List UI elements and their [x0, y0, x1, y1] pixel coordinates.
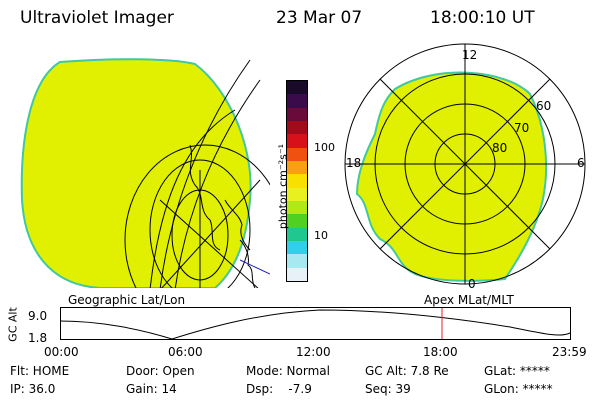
colorbar-segment	[287, 94, 307, 108]
glon-info: GLon: *****	[484, 382, 553, 396]
ip-info: IP: 36.0	[10, 382, 56, 396]
date-label: 23 Mar 07	[276, 8, 363, 28]
colorbar-segment	[287, 267, 307, 281]
colorbar-segment	[287, 214, 307, 228]
colorbar-segment	[287, 160, 307, 175]
glat-info: GLat: *****	[484, 364, 550, 378]
colorbar-segment	[287, 200, 307, 215]
door-info: Door: Open	[126, 364, 195, 378]
seq-info: Seq: 39	[365, 382, 411, 396]
polar-plot	[344, 43, 586, 285]
alt-ytick-high: 9.0	[28, 309, 48, 323]
colorbar-segment	[287, 254, 307, 268]
instrument-title: Ultraviolet Imager	[20, 8, 174, 28]
alt-ylabel: GC Alt	[6, 307, 20, 342]
geo-aurora-disk	[20, 58, 252, 288]
alt-xtick-0000: 00:00	[44, 345, 79, 359]
colorbar-segment	[287, 134, 307, 148]
mlt-label-18: 18	[346, 156, 362, 170]
alt-xtick-1800: 18:00	[423, 345, 458, 359]
colorbar-unit-label: photon cm⁻²s⁻¹	[276, 143, 290, 230]
lat-label-70: 70	[514, 121, 530, 135]
lat-label-60: 60	[536, 99, 552, 113]
alt-xtick-2359: 23:59	[552, 345, 587, 359]
colorbar-segment	[287, 81, 307, 95]
colorbar-segment	[287, 187, 307, 201]
time-label: 18:00:10 UT	[430, 8, 535, 28]
mlt-label-0: 0	[468, 277, 476, 291]
apex-label: Apex MLat/MLT	[424, 293, 514, 307]
dsp-info: Dsp: -7.9	[246, 382, 312, 396]
alt-ytick-low: 1.8	[28, 331, 48, 345]
mode-info: Mode: Normal	[246, 364, 330, 378]
colorbar-segment	[287, 147, 307, 161]
colorbar	[286, 80, 308, 282]
gc-alt-info: GC Alt: 7.8 Re	[365, 364, 449, 378]
mlt-label-12: 12	[462, 48, 478, 62]
flight-info: Flt: HOME	[10, 364, 70, 378]
mlt-label-6: 6	[577, 156, 585, 170]
colorbar-segment	[287, 174, 307, 188]
colorbar-tick-100: 100	[314, 141, 335, 154]
colorbar-segment	[287, 107, 307, 121]
lat-label-80: 80	[492, 141, 508, 155]
alt-xtick-0600: 06:00	[168, 345, 203, 359]
colorbar-segment	[287, 227, 307, 241]
gain-info: Gain: 14	[126, 382, 177, 396]
geographic-image	[20, 58, 270, 288]
geographic-label: Geographic Lat/Lon	[68, 293, 186, 307]
colorbar-segment	[287, 240, 307, 255]
alt-xtick-1200: 12:00	[296, 345, 331, 359]
altitude-plot	[60, 307, 571, 340]
colorbar-tick-10: 10	[314, 229, 328, 242]
colorbar-segment	[287, 120, 307, 135]
polar-aurora	[355, 71, 548, 282]
